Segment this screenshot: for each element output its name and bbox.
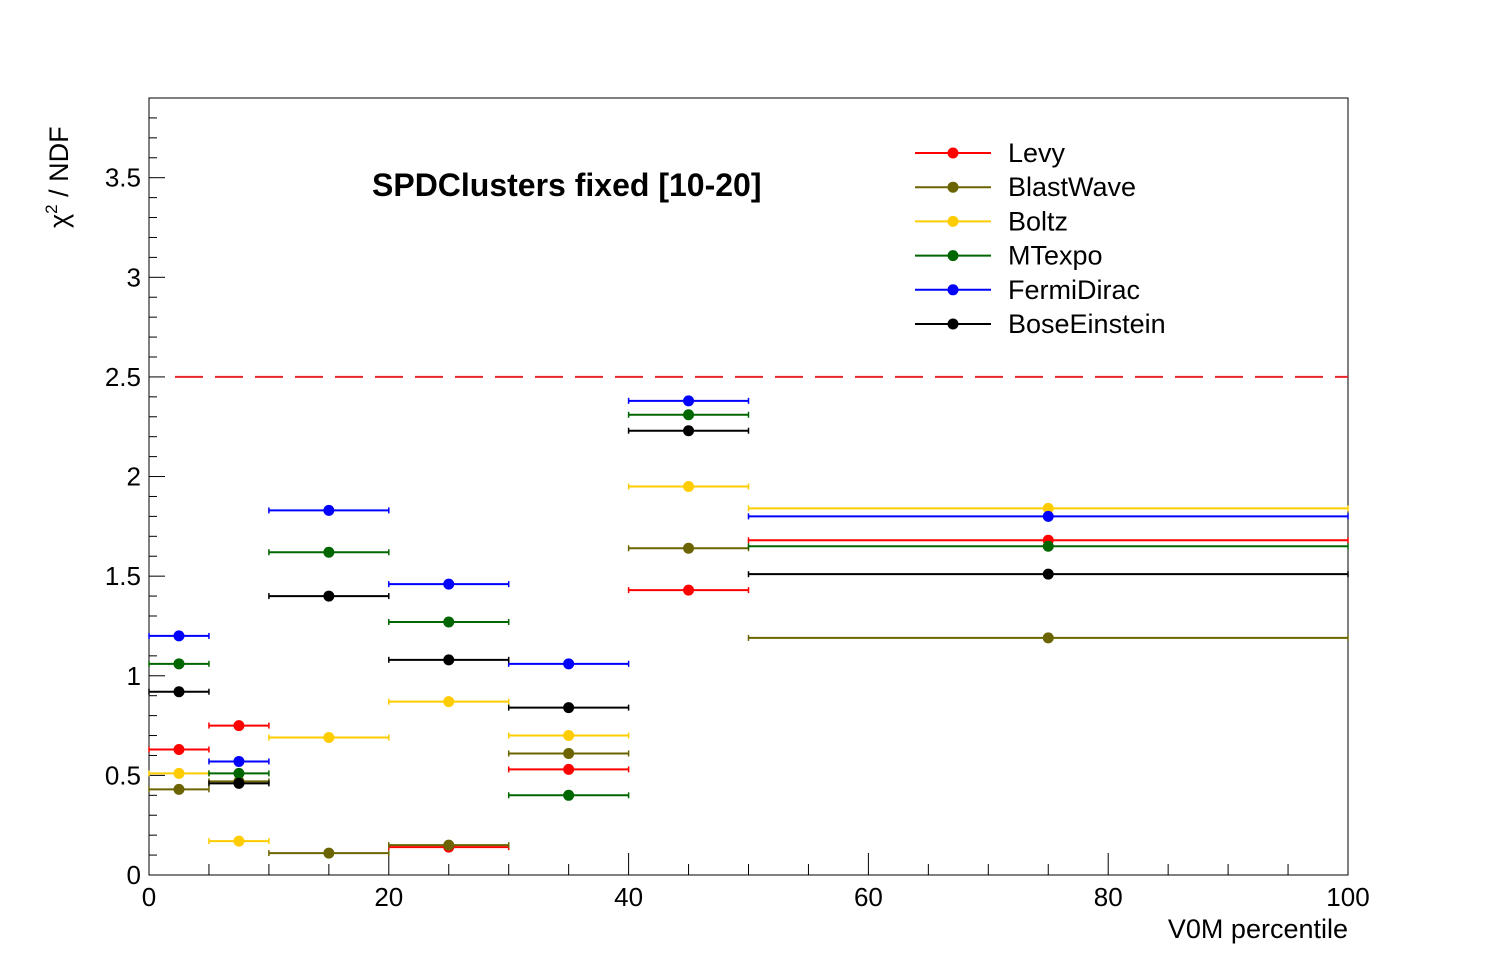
legend-marker [947,181,959,193]
y-axis-title-symbol: χ [44,214,74,228]
data-point [233,777,245,789]
legend-label: MTexpo [1008,241,1103,271]
x-tick-label: 0 [142,882,156,912]
legend-marker [947,284,959,296]
series-boseeinstein [148,425,1349,789]
data-point [323,847,335,859]
x-tick-label: 80 [1094,882,1123,912]
y-tick-label: 3 [127,262,141,292]
data-point [173,686,185,698]
data-point [1042,510,1054,522]
data-point [563,658,575,670]
y-axis-title-sup: 2 [42,204,61,213]
x-tick-label: 60 [854,882,883,912]
data-point [563,763,575,775]
legend-label: BoseEinstein [1008,309,1166,339]
y-tick-label: 1.5 [105,561,141,591]
plot-title: SPDClusters fixed [10-20] [372,167,761,203]
data-point [173,743,185,755]
legend-marker [947,318,959,330]
data-point [1042,502,1054,514]
data-point [323,546,335,558]
data-point [683,584,695,596]
data-point [323,590,335,602]
data-point [683,542,695,554]
data-point [233,720,245,732]
tick-labels: 0 20 40 60 80 100 0 0.5 1 1.5 2 2.5 3 3.5 [105,163,1370,912]
data-point [1042,632,1054,644]
data-point [443,654,455,666]
x-axis-title: V0M percentile [1168,914,1348,944]
legend-item-boseeinstein: BoseEinstein [915,309,1166,339]
series-boltz [148,481,1349,847]
y-tick-label: 2.5 [105,362,141,392]
axis-ticks [148,97,1349,876]
data-point [173,783,185,795]
y-tick-label: 1 [127,661,141,691]
data-point [323,732,335,744]
data-point [323,504,335,516]
data-point [563,747,575,759]
data-point [233,835,245,847]
series-fermidirac [148,395,1349,767]
data-point [173,658,185,670]
legend-label: FermiDirac [1008,275,1140,305]
y-tick-label: 3.5 [105,163,141,193]
y-tick-label: 0 [127,860,141,890]
x-tick-label: 40 [614,882,643,912]
data-point [233,767,245,779]
legend-item-boltz: Boltz [915,206,1068,236]
data-point [443,616,455,628]
legend: Levy BlastWave Boltz MTexpo FermiDirac BoseEi… [915,138,1166,339]
y-tick-label: 2 [127,462,141,492]
legend-item-levy: Levy [915,138,1066,168]
data-point [173,767,185,779]
data-point [443,578,455,590]
data-point [1042,568,1054,580]
legend-marker [947,147,959,159]
y-tick-label: 0.5 [105,760,141,790]
data-point [683,425,695,437]
y-axis-title-rest: / NDF [44,126,74,204]
legend-label: Boltz [1008,206,1068,236]
legend-label: Levy [1008,138,1066,168]
data-point [443,696,455,708]
data-point [563,730,575,742]
legend-marker [947,215,959,227]
data-point [563,789,575,801]
data-point [173,630,185,642]
legend-item-mtexpo: MTexpo [915,241,1103,271]
data-point [443,839,455,851]
data-point [683,409,695,421]
data-point [683,481,695,492]
y-axis-title: χ2 / NDF [42,126,74,228]
x-tick-label: 100 [1326,882,1369,912]
data-point [563,702,575,714]
data-point [1042,540,1054,552]
x-tick-label: 20 [374,882,403,912]
series-levy [148,534,1349,853]
data-point [233,755,245,767]
legend-item-fermidirac: FermiDirac [915,275,1140,305]
legend-label: BlastWave [1008,172,1136,202]
series-mtexpo [148,409,1349,801]
series-layer [148,395,1349,859]
data-point [683,395,695,407]
series-blastwave [148,542,1349,859]
legend-marker [947,250,959,262]
legend-item-blastwave: BlastWave [915,172,1136,202]
